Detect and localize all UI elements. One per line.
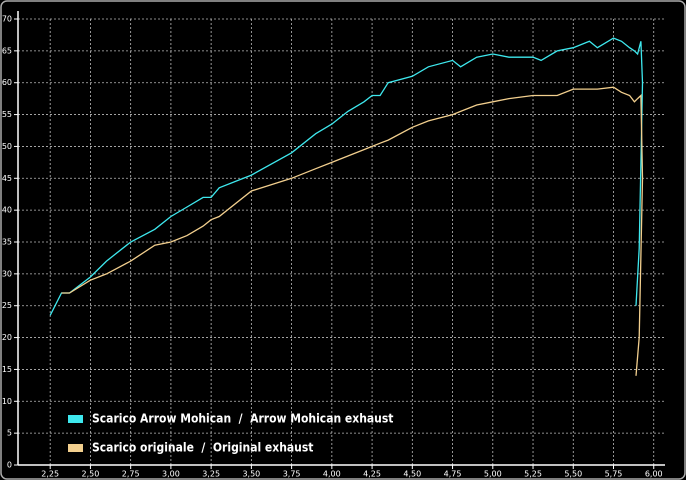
- x-tick-label: 5,00: [484, 470, 502, 479]
- x-tick-label: 4,75: [444, 470, 462, 479]
- x-tick-label: 2,50: [82, 470, 100, 479]
- x-tick-label: 4,25: [363, 470, 381, 479]
- y-tick-label: 35: [2, 238, 12, 247]
- series-line: [61, 86, 644, 376]
- x-tick-label: 3,75: [283, 470, 301, 479]
- legend-swatch: [68, 444, 83, 452]
- x-tick-label: 6,00: [645, 470, 663, 479]
- x-tick-label: 3,50: [242, 470, 260, 479]
- y-tick-label: 10: [2, 397, 12, 406]
- x-tick-label: 4,00: [323, 470, 341, 479]
- legend-label: Scarico originale / Original exhaust: [92, 441, 313, 455]
- x-tick-label: 3,00: [162, 470, 180, 479]
- y-tick-label: 20: [2, 333, 12, 342]
- y-tick-label: 65: [2, 46, 12, 55]
- y-tick-label: 5: [7, 429, 12, 438]
- y-tick-label: 60: [2, 78, 12, 87]
- x-tick-label: 5,75: [605, 470, 623, 479]
- legend-swatch: [68, 415, 83, 423]
- y-tick-label: 40: [2, 206, 12, 215]
- x-tick-label: 2,75: [122, 470, 140, 479]
- y-tick-label: 0: [7, 461, 12, 470]
- y-tick-label: 30: [2, 269, 12, 278]
- y-tick-label: 45: [2, 174, 12, 183]
- y-tick-label: 50: [2, 142, 12, 151]
- y-tick-label: 55: [2, 110, 12, 119]
- x-tick-label: 5,25: [524, 470, 542, 479]
- x-tick-label: 4,50: [403, 470, 421, 479]
- x-tick-label: 2,25: [41, 470, 59, 479]
- y-tick-label: 25: [2, 301, 12, 310]
- x-tick-label: 3,25: [202, 470, 220, 479]
- series-line: [49, 37, 644, 316]
- y-tick-label: 70: [2, 15, 12, 24]
- legend-label: Scarico Arrow Mohican / Arrow Mohican ex…: [92, 412, 393, 426]
- y-tick-label: 15: [2, 365, 12, 374]
- x-tick-label: 5,50: [564, 470, 582, 479]
